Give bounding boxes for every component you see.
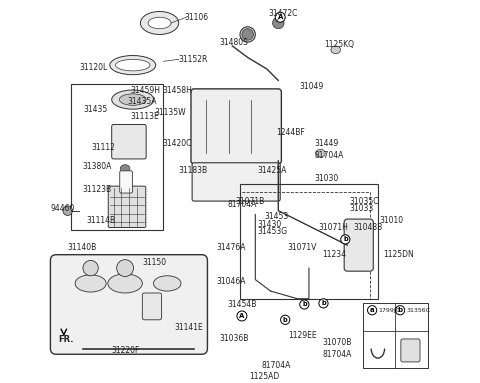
Circle shape — [83, 260, 98, 276]
Text: 31048B: 31048B — [353, 223, 382, 232]
Text: 31480S: 31480S — [219, 38, 248, 47]
Ellipse shape — [112, 90, 154, 109]
Text: 31458H: 31458H — [162, 85, 192, 95]
Text: 31220F: 31220F — [112, 346, 140, 355]
Circle shape — [300, 300, 309, 309]
Text: 1125DN: 1125DN — [384, 250, 414, 259]
Text: 31030: 31030 — [315, 173, 339, 183]
Ellipse shape — [240, 27, 255, 42]
Ellipse shape — [63, 206, 72, 215]
FancyBboxPatch shape — [362, 303, 428, 368]
Text: 81704A: 81704A — [261, 361, 290, 370]
Circle shape — [319, 299, 328, 308]
Text: b: b — [397, 307, 403, 313]
Text: 31152R: 31152R — [179, 55, 208, 64]
Text: a: a — [370, 307, 374, 313]
Text: 31036B: 31036B — [219, 334, 248, 344]
Circle shape — [242, 29, 253, 40]
Text: 1125AD: 1125AD — [250, 372, 280, 381]
Circle shape — [237, 311, 247, 321]
Text: 31114B: 31114B — [86, 216, 116, 225]
Text: 31430: 31430 — [257, 219, 281, 229]
Text: 31472C: 31472C — [269, 9, 298, 18]
Text: 31033: 31033 — [349, 204, 373, 213]
FancyBboxPatch shape — [72, 84, 163, 230]
Text: 31435A: 31435A — [127, 97, 156, 106]
Text: 81704A: 81704A — [228, 200, 257, 210]
Text: 31449: 31449 — [315, 139, 339, 148]
Ellipse shape — [148, 17, 171, 29]
Text: 31183B: 31183B — [179, 166, 207, 175]
Ellipse shape — [154, 276, 181, 291]
Text: 31070B: 31070B — [323, 338, 352, 347]
Text: 31135W: 31135W — [155, 108, 186, 118]
FancyBboxPatch shape — [192, 163, 280, 201]
Text: 31071B: 31071B — [236, 196, 265, 206]
Text: 94460: 94460 — [50, 204, 75, 213]
Text: A: A — [277, 14, 283, 20]
Text: 31380A: 31380A — [83, 162, 112, 171]
Text: 31435: 31435 — [84, 105, 108, 114]
Text: 31010: 31010 — [380, 216, 404, 225]
Ellipse shape — [316, 149, 325, 157]
Text: 31049: 31049 — [300, 82, 324, 91]
Ellipse shape — [120, 165, 130, 172]
Text: 31071H: 31071H — [319, 223, 348, 232]
Text: 1125KQ: 1125KQ — [324, 39, 354, 49]
Text: 81704A: 81704A — [323, 350, 352, 359]
Text: 11234: 11234 — [323, 250, 347, 259]
Text: 31150: 31150 — [143, 258, 167, 267]
Text: FR.: FR. — [58, 335, 73, 344]
Text: A: A — [239, 313, 245, 319]
Text: 1129EE: 1129EE — [288, 331, 316, 340]
Text: 1244BF: 1244BF — [276, 128, 305, 137]
FancyBboxPatch shape — [112, 124, 146, 159]
Text: 31035C: 31035C — [349, 196, 379, 206]
Circle shape — [275, 12, 285, 22]
Text: 31453: 31453 — [265, 212, 289, 221]
Text: 1799JG: 1799JG — [379, 308, 401, 313]
Circle shape — [341, 235, 350, 244]
Ellipse shape — [116, 59, 150, 71]
Ellipse shape — [120, 94, 146, 105]
Text: 31113E: 31113E — [131, 112, 159, 121]
Text: 31425A: 31425A — [257, 166, 287, 175]
FancyBboxPatch shape — [143, 293, 161, 320]
Text: b: b — [321, 300, 326, 306]
Text: 31123B: 31123B — [83, 185, 112, 194]
FancyBboxPatch shape — [50, 255, 207, 354]
Ellipse shape — [331, 46, 340, 54]
Text: 31420C: 31420C — [163, 139, 192, 148]
Text: 31453G: 31453G — [257, 227, 288, 236]
FancyBboxPatch shape — [401, 339, 420, 362]
Ellipse shape — [75, 275, 106, 292]
Circle shape — [396, 306, 405, 315]
Circle shape — [368, 306, 377, 315]
Text: 31141E: 31141E — [175, 323, 204, 332]
Text: b: b — [302, 301, 307, 308]
FancyBboxPatch shape — [120, 171, 132, 193]
Text: 31071V: 31071V — [288, 242, 317, 252]
FancyBboxPatch shape — [191, 89, 281, 164]
Text: 31356C: 31356C — [407, 308, 431, 313]
Text: 31140B: 31140B — [67, 242, 96, 252]
Ellipse shape — [108, 274, 143, 293]
FancyBboxPatch shape — [344, 219, 373, 271]
Text: b: b — [343, 236, 348, 242]
FancyBboxPatch shape — [108, 186, 146, 228]
Text: 31112: 31112 — [92, 143, 116, 152]
Ellipse shape — [110, 56, 156, 75]
Text: 31459H: 31459H — [131, 85, 161, 95]
Circle shape — [281, 315, 290, 324]
Circle shape — [273, 17, 284, 29]
Text: 31120L: 31120L — [80, 62, 108, 72]
Text: 31046A: 31046A — [216, 277, 246, 286]
Ellipse shape — [141, 11, 179, 34]
Text: 81704A: 81704A — [315, 151, 344, 160]
Text: 31106: 31106 — [184, 13, 209, 22]
Text: 31476A: 31476A — [216, 242, 246, 252]
Circle shape — [117, 260, 133, 277]
Text: 31454B: 31454B — [228, 300, 257, 309]
Text: b: b — [283, 317, 288, 323]
